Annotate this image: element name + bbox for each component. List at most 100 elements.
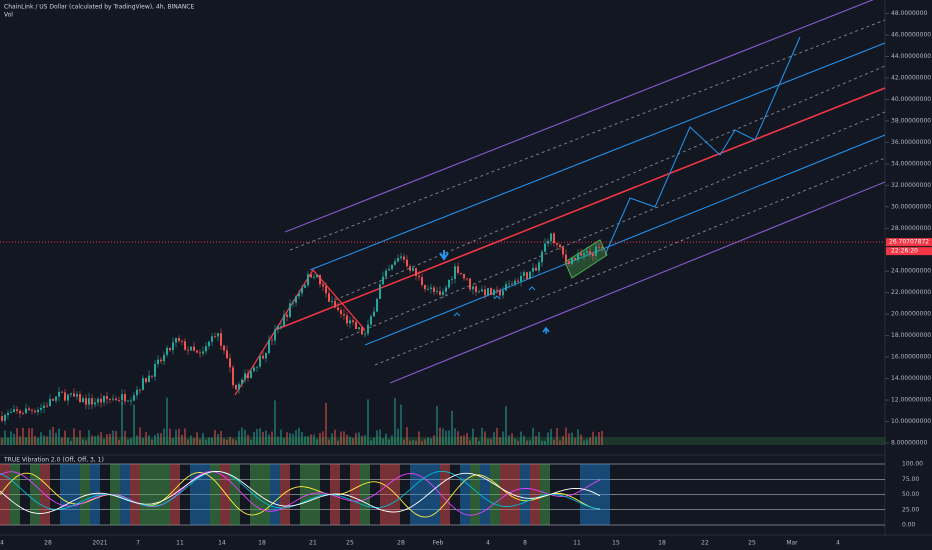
candle-body (163, 354, 165, 362)
indicator-bg (510, 464, 520, 525)
channel-upper (309, 42, 886, 271)
candle-body (580, 253, 582, 256)
volume-bar (94, 436, 96, 445)
price-tick-label: 38.00000000 (891, 117, 931, 124)
indicator-bg (80, 464, 90, 525)
candle-body (388, 269, 390, 271)
zigzag (234, 268, 366, 396)
last-price-label: 26.70707872 (889, 239, 929, 246)
time-label: 28 (397, 540, 405, 547)
volume-bar (91, 435, 93, 445)
candle-body (112, 398, 114, 400)
candle-body (502, 290, 504, 296)
indicator-bg (300, 464, 310, 525)
volume-bar (316, 439, 318, 445)
indicator-bg (350, 464, 360, 525)
volume-bar (331, 433, 333, 445)
candle-body (343, 314, 345, 316)
indicator-bg (440, 464, 450, 525)
volume-bar (157, 432, 159, 445)
candle-body (448, 279, 450, 288)
volume-bar (244, 429, 246, 445)
volume-bar (76, 437, 78, 445)
volume-bar (193, 438, 195, 445)
volume-bar (46, 436, 48, 445)
projection-path (604, 36, 801, 256)
candle-body (385, 270, 387, 277)
arrow-down (439, 250, 449, 261)
volume-label[interactable]: Vol (4, 12, 13, 19)
candle-body (286, 314, 288, 317)
indicator-title[interactable]: TRUE Vibration 2.0 (Off, Off, 3, 1) (3, 457, 104, 464)
candle-body (109, 399, 111, 400)
candle-body (274, 329, 276, 341)
time-label: 18 (658, 540, 666, 547)
volume-bar (73, 428, 75, 445)
candle-body (226, 350, 228, 359)
candle-body (316, 275, 318, 277)
indicator-bg (180, 464, 190, 525)
volume-bar (52, 427, 54, 445)
volume-bar (88, 430, 90, 445)
volume-bar (217, 433, 219, 445)
volume-bar (478, 440, 480, 445)
time-label: 2021 (92, 540, 107, 547)
volume-bar (499, 437, 501, 445)
candle-body (76, 394, 78, 397)
time-label: 11 (573, 540, 581, 547)
time-label: 21 (309, 540, 317, 547)
symbol-title[interactable]: ChainLink / US Dollar (calculated by Tra… (4, 4, 194, 11)
volume-bar (451, 410, 453, 445)
candle-body (97, 398, 99, 403)
volume-bar (190, 435, 192, 445)
indicator-bg (500, 464, 510, 525)
volume-bar (127, 439, 129, 445)
candle-body (271, 339, 273, 341)
volume-bar (160, 433, 162, 445)
volume-bar (196, 432, 198, 445)
volume-bar (484, 431, 486, 445)
indicator-bg (460, 464, 470, 525)
volume-bar (226, 439, 228, 445)
volume-bar (511, 433, 513, 445)
indicator-line (0, 470, 601, 510)
volume-bar (271, 431, 273, 445)
volume-bar (553, 439, 555, 445)
volume-bar (505, 406, 507, 445)
candle-body (442, 291, 444, 295)
candle-body (313, 276, 315, 278)
indicator-tick-label: 75.00 (902, 476, 919, 483)
volume-bar (415, 440, 417, 445)
time-label: 11 (176, 540, 184, 547)
candle-body (415, 268, 417, 276)
time-label: 8 (523, 540, 527, 547)
candle-body (331, 301, 333, 302)
candle-body (577, 253, 579, 260)
volume-bar (454, 428, 456, 445)
volume-bar (508, 435, 510, 445)
volume-bar (496, 427, 498, 445)
volume-bar (319, 432, 321, 445)
time-label: 7 (136, 540, 140, 547)
arrow-up (453, 312, 461, 317)
volume-bar (118, 439, 120, 445)
candle-body (376, 298, 378, 312)
volume-bar (436, 405, 438, 445)
time-label: Mar (786, 540, 798, 547)
candle-body (457, 266, 459, 273)
candle-body (328, 293, 330, 302)
candle-body (151, 375, 153, 377)
candle-body (214, 336, 216, 338)
candle-body (337, 307, 339, 311)
candle-body (67, 394, 69, 401)
volume-bar (214, 429, 216, 445)
candle-body (424, 284, 426, 290)
time-label: 4 (486, 540, 490, 547)
indicator-bg (220, 464, 230, 525)
candle-body (118, 400, 120, 401)
candle-body (430, 287, 432, 289)
candle-body (49, 398, 51, 407)
volume-bar (199, 439, 201, 445)
candle-body (466, 278, 468, 280)
